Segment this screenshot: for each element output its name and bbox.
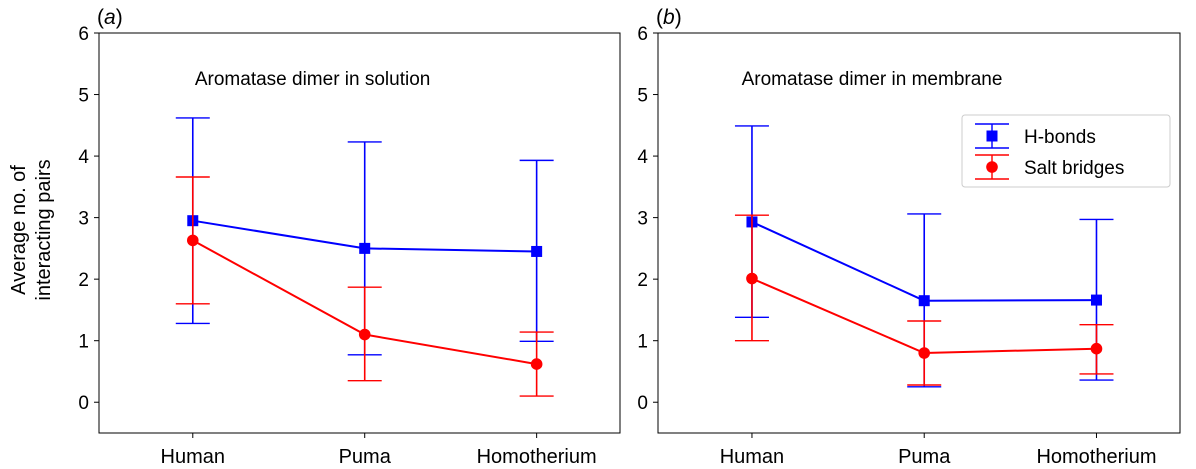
y-tick-label: 0 bbox=[78, 393, 89, 414]
panel-annotation: Aromatase dimer in solution bbox=[195, 69, 431, 90]
y-axis-label-line1: Average no. of bbox=[8, 165, 30, 295]
data-point-square bbox=[359, 242, 371, 254]
x-tick-label: Puma bbox=[339, 446, 392, 468]
data-point-square bbox=[918, 295, 930, 307]
y-tick-label: 4 bbox=[78, 147, 89, 168]
data-point-square bbox=[531, 245, 543, 257]
x-tick-label: Human bbox=[161, 446, 225, 468]
data-point-circle bbox=[530, 358, 543, 370]
panel-annotation: Aromatase dimer in membrane bbox=[742, 69, 1003, 90]
x-tick-label: Human bbox=[720, 446, 784, 468]
panel-label: (a) bbox=[97, 6, 123, 29]
data-point-circle bbox=[358, 328, 371, 341]
data-point-circle bbox=[918, 347, 931, 359]
data-point-circle bbox=[186, 234, 199, 247]
y-tick-label: 0 bbox=[637, 393, 648, 414]
plot-frame bbox=[657, 32, 1181, 434]
x-tick-label: Homotherium bbox=[1036, 446, 1156, 468]
legend-label: Salt bridges bbox=[1024, 158, 1124, 179]
x-tick-label: Puma bbox=[898, 446, 951, 468]
chart-panel-a: 0 1 2 3 4 5 6 Human Puma Homotherium (a) Aromatase … bbox=[8, 6, 621, 468]
y-tick-label: 3 bbox=[637, 209, 648, 230]
plot-frame bbox=[98, 32, 621, 434]
x-tick-label: Homotherium bbox=[477, 446, 597, 468]
y-tick-label: 1 bbox=[637, 332, 648, 353]
legend-marker-square bbox=[986, 130, 998, 142]
series-salt-bridges bbox=[734, 214, 1114, 386]
y-tick-label: 2 bbox=[78, 270, 89, 291]
data-point-circle bbox=[746, 272, 758, 285]
data-point-square bbox=[1090, 294, 1102, 306]
legend-box bbox=[961, 114, 1171, 188]
legend-marker-circle bbox=[986, 161, 998, 173]
legend: H-bonds Salt bridges bbox=[961, 114, 1171, 188]
y-tick-label: 1 bbox=[78, 332, 89, 353]
y-tick-label: 5 bbox=[78, 86, 89, 107]
y-tick-label: 6 bbox=[78, 24, 89, 45]
y-tick-label: 6 bbox=[637, 24, 648, 45]
legend-label: H-bonds bbox=[1024, 127, 1096, 148]
y-axis-label-line2: interacting pairs bbox=[33, 159, 55, 300]
panel-label: (b) bbox=[656, 6, 682, 29]
y-tick-label: 5 bbox=[637, 86, 648, 107]
data-point-circle bbox=[1090, 342, 1103, 355]
series-salt-bridges bbox=[175, 176, 554, 397]
chart-panel-b: 0 1 2 3 4 5 6 Human Puma Homotherium (b) Aromatase … bbox=[637, 6, 1181, 468]
y-tick-label: 2 bbox=[637, 270, 648, 291]
y-tick-label: 4 bbox=[637, 147, 648, 168]
y-tick-label: 3 bbox=[78, 209, 89, 230]
